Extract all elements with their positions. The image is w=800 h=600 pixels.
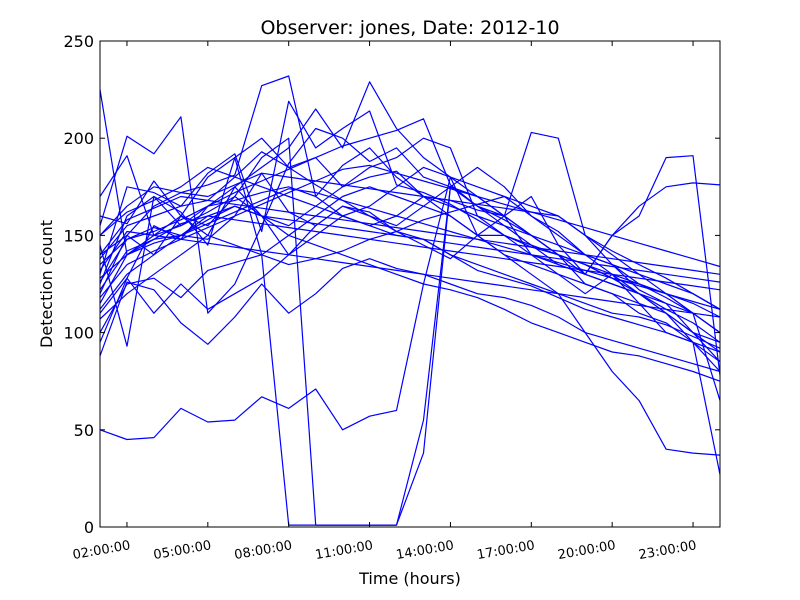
series-line-26	[99, 151, 721, 275]
y-tick-label: 250	[63, 32, 94, 51]
series-line-25	[99, 172, 721, 401]
series-line-15	[99, 137, 721, 376]
x-tick-label: 02:00:00	[72, 538, 132, 563]
series-line-12	[99, 166, 721, 343]
x-tick-label: 05:00:00	[152, 538, 212, 563]
y-tick-label: 150	[63, 226, 94, 245]
series-line-18	[99, 118, 721, 310]
y-axis-label: Detection count	[37, 220, 56, 348]
y-tick-label: 100	[63, 324, 94, 343]
x-tick-label: 08:00:00	[233, 538, 293, 563]
y-tick-label: 200	[63, 129, 94, 148]
series-line-16	[99, 157, 721, 526]
chart-title: Observer: jones, Date: 2012-10	[260, 17, 559, 39]
series-line-3	[99, 116, 721, 353]
series-line-19	[99, 188, 721, 310]
x-tick-label: 14:00:00	[395, 538, 455, 563]
series-line-11	[99, 234, 721, 382]
series-line-13	[99, 258, 721, 373]
x-tick-label: 23:00:00	[638, 538, 698, 563]
series-line-10	[99, 195, 721, 334]
series-line-7	[99, 137, 721, 526]
series-line-4	[99, 75, 721, 363]
plot-area-frame	[99, 40, 721, 528]
series-line-21	[99, 137, 721, 343]
plot-lines	[99, 75, 721, 526]
x-axis-label: Time (hours)	[358, 569, 461, 588]
series-line-9	[99, 186, 721, 314]
x-tick-label: 17:00:00	[476, 538, 536, 563]
series-line-24	[99, 215, 721, 291]
series-line-27	[99, 205, 721, 475]
series-line-22	[99, 195, 721, 275]
x-tick-label: 11:00:00	[314, 538, 374, 563]
y-tick-label: 0	[84, 518, 94, 537]
y-tick-label: 50	[74, 421, 94, 440]
series-line-6	[99, 81, 721, 343]
series-line-14	[99, 176, 721, 456]
series-line-20	[99, 164, 721, 298]
x-tick-label: 20:00:00	[557, 538, 617, 563]
series-line-23	[99, 230, 721, 318]
